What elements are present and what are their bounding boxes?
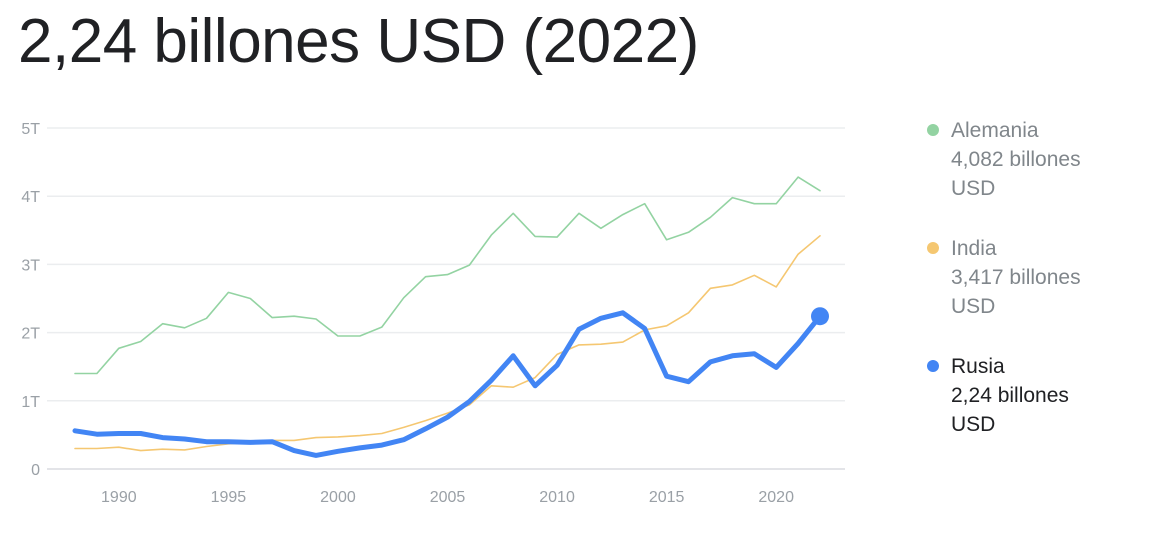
y-tick-label: 1T [21,394,40,411]
line-chart: 0 1T 2T 3T 4T 5T 1990 1995 2000 2005 2010 2015 2020 [21,121,845,506]
legend-dot-alemania [927,124,939,136]
x-tick-label: 2020 [758,489,794,506]
series-endpoint-rusia[interactable] [811,307,829,326]
chart-title: 2,24 billones USD (2022) [18,7,699,76]
legend-item-india[interactable]: India 3,417 billones USD [925,234,1155,321]
y-tick-label: 0 [31,462,40,479]
legend-label: Alemania [951,119,1039,142]
y-tick-label: 3T [21,257,40,274]
chart-legend: Alemania 4,082 billones USD India 3,417 … [925,116,1155,470]
legend-dot-india [927,242,939,254]
legend-label: India [951,237,997,260]
legend-item-rusia[interactable]: Rusia 2,24 billones USD [925,352,1155,439]
y-tick-label: 2T [21,326,40,343]
legend-value: 4,082 billones USD [951,148,1081,200]
y-tick-label: 5T [21,121,40,138]
series-line-rusia[interactable] [72,310,823,458]
series-line-india[interactable] [74,235,821,452]
legend-item-alemania[interactable]: Alemania 4,082 billones USD [925,116,1155,203]
legend-value: 2,24 billones USD [951,384,1069,436]
legend-value: 3,417 billones USD [951,266,1081,318]
x-tick-label: 2005 [430,489,466,506]
legend-label: Rusia [951,355,1005,378]
series-line-alemania[interactable] [74,176,821,375]
x-tick-label: 1990 [101,489,137,506]
x-tick-label: 2010 [539,489,575,506]
y-tick-label: 4T [21,189,40,206]
x-tick-label: 2015 [649,489,685,506]
x-tick-label: 2000 [320,489,356,506]
legend-dot-rusia [927,360,939,372]
x-tick-label: 1995 [211,489,247,506]
